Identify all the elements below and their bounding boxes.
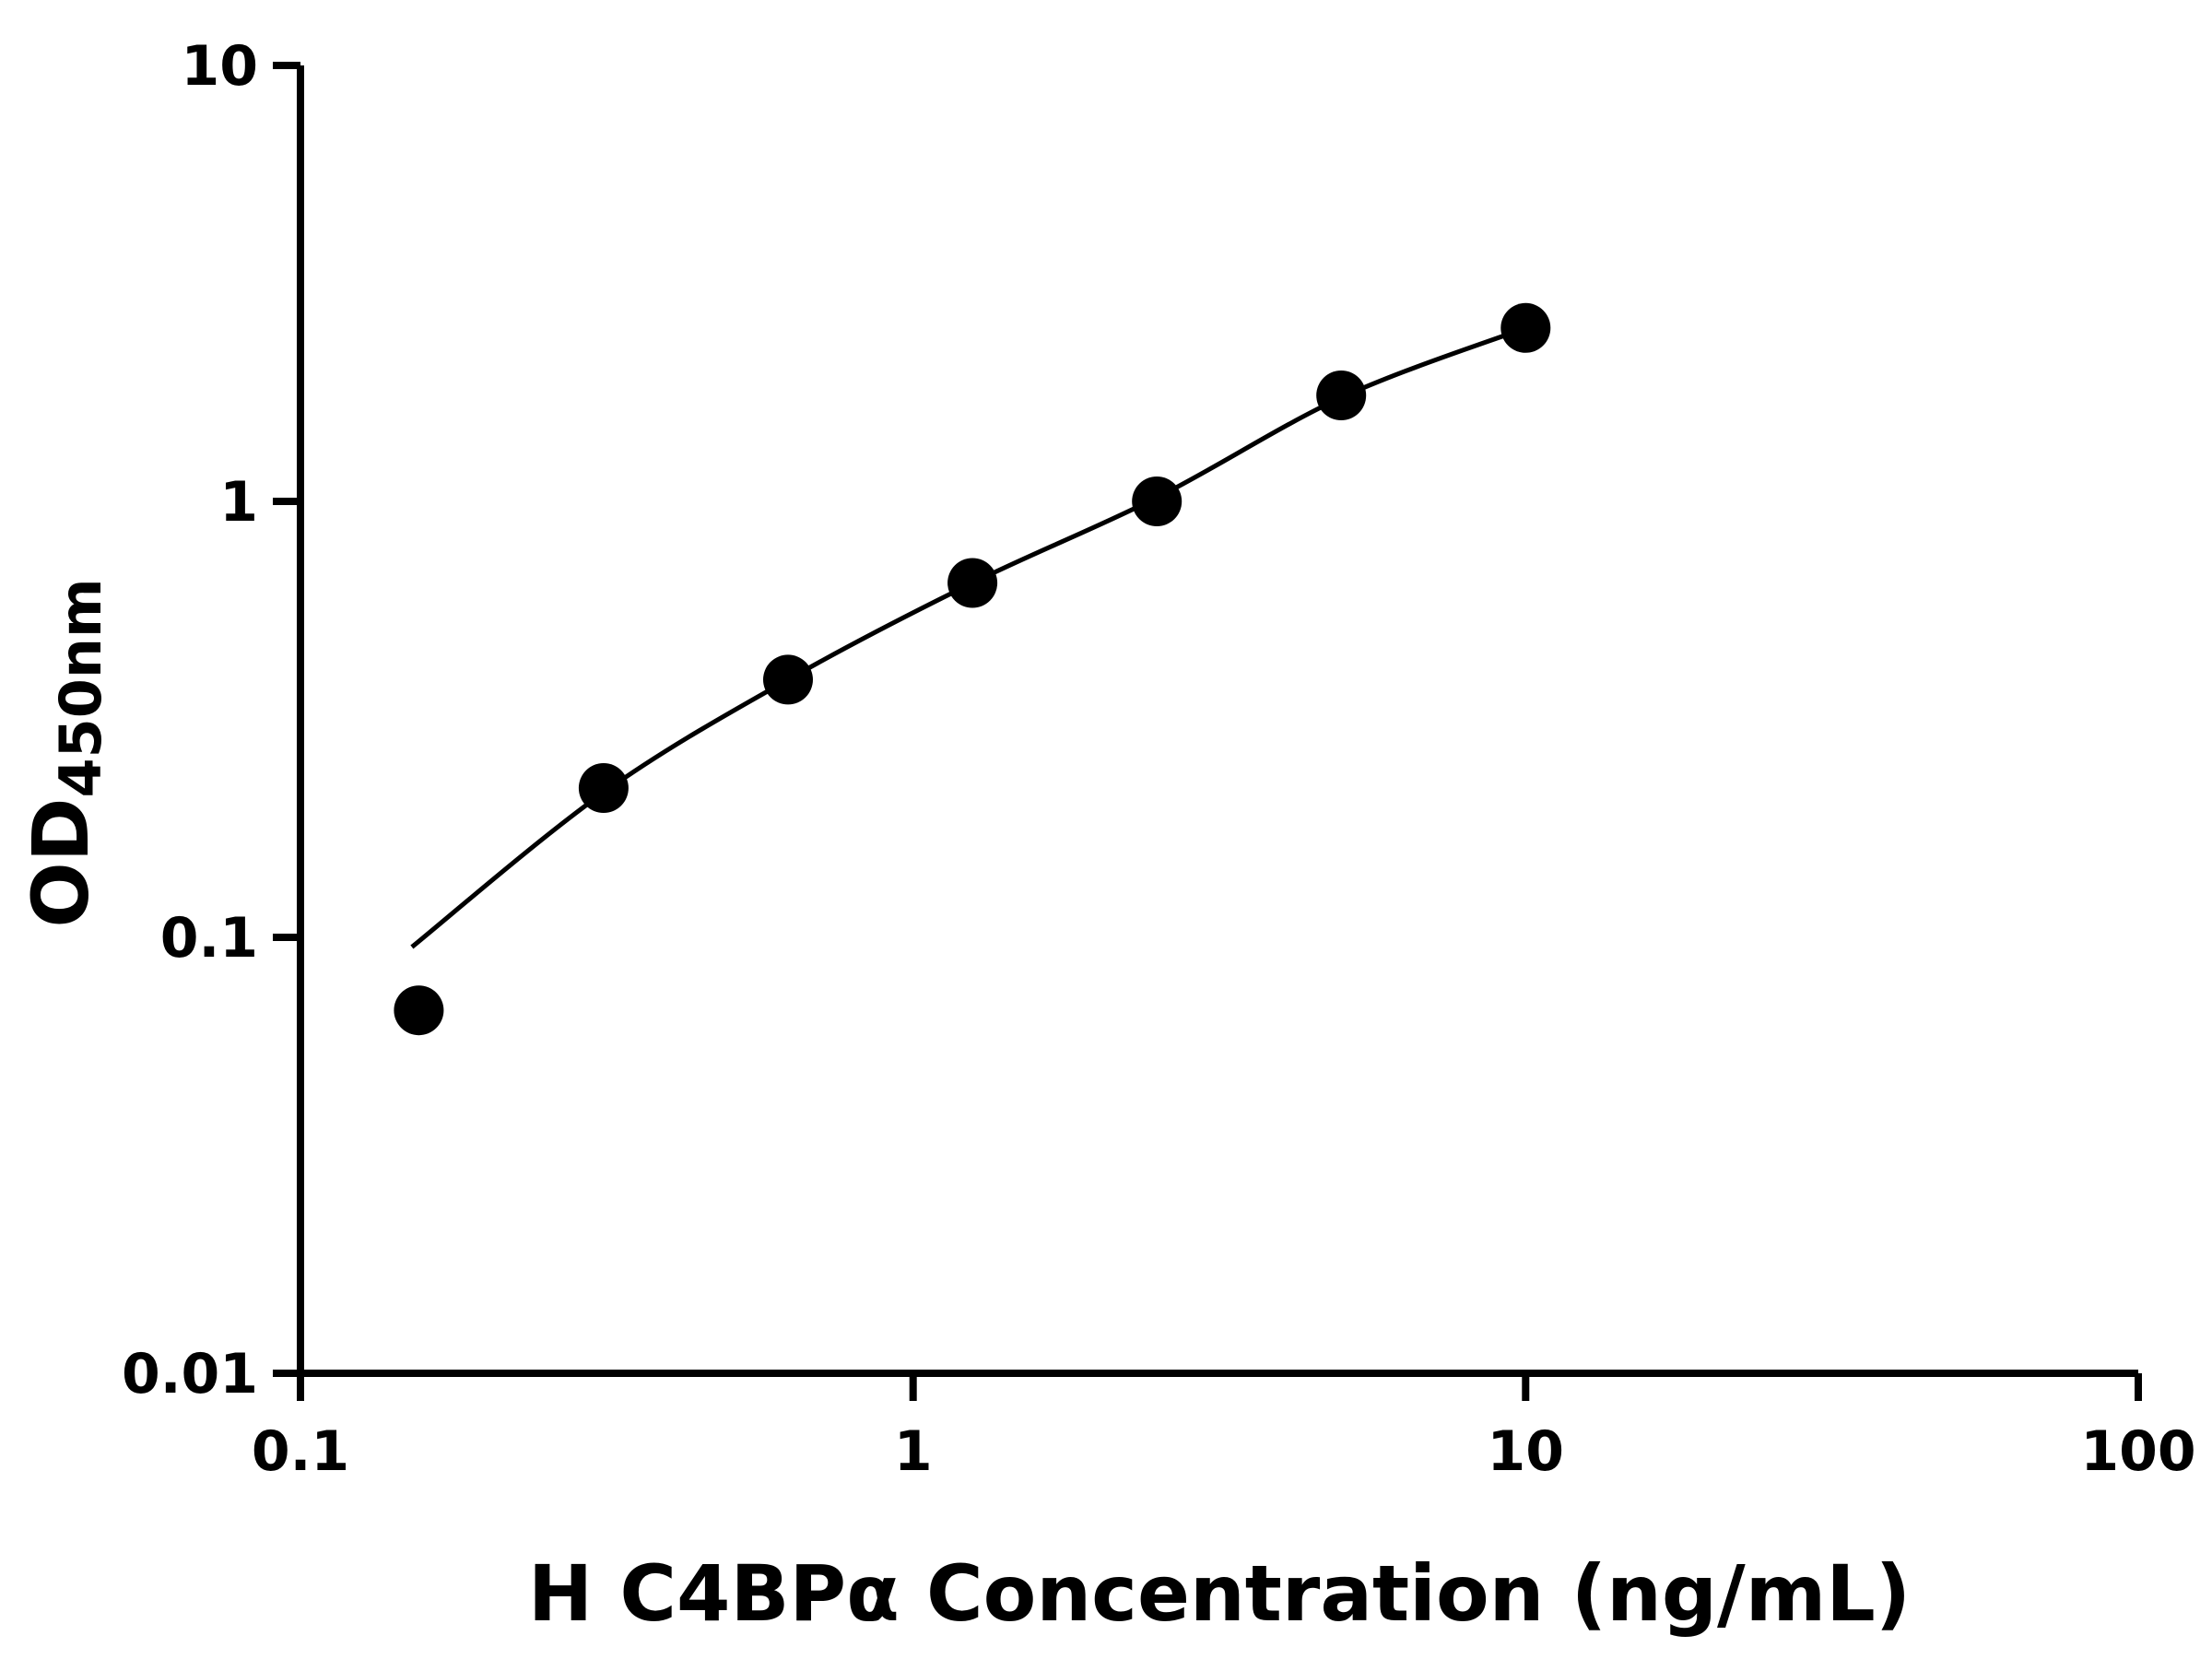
y-tick-label: 1 [219, 470, 258, 535]
data-point [947, 558, 998, 608]
x-tick-label: 1 [894, 1419, 933, 1484]
y-axis-tick-labels: 0.01 0.1 1 10 [122, 34, 258, 1406]
data-point [394, 985, 444, 1036]
y-tick-label: 10 [182, 34, 259, 99]
y-axis-ticks [273, 62, 300, 1377]
x-tick-label: 10 [1488, 1419, 1565, 1484]
y-axis-title-sub: 450nm [47, 578, 114, 797]
x-axis-ticks [297, 1373, 2142, 1401]
x-axis-title: H C4BPα Concentration (ng/mL) [528, 1548, 1911, 1639]
data-point [578, 763, 629, 813]
x-tick-label: 0.1 [252, 1419, 349, 1484]
fit-curve-path [410, 325, 1527, 949]
data-point [1500, 302, 1551, 353]
data-point [763, 654, 813, 705]
data-points [394, 302, 1551, 1036]
axes [297, 65, 2138, 1377]
y-tick-label: 0.1 [160, 906, 258, 971]
x-tick-label: 100 [2080, 1419, 2195, 1484]
data-point [1316, 371, 1367, 420]
x-axis-tick-labels: 0.1 1 10 100 [252, 1419, 2196, 1484]
y-tick-label: 0.01 [122, 1342, 258, 1406]
data-point [1132, 477, 1182, 526]
y-axis-title-main: OD [16, 798, 106, 928]
fit-curve [410, 325, 1527, 949]
y-axis-title: OD450nm [16, 578, 114, 927]
